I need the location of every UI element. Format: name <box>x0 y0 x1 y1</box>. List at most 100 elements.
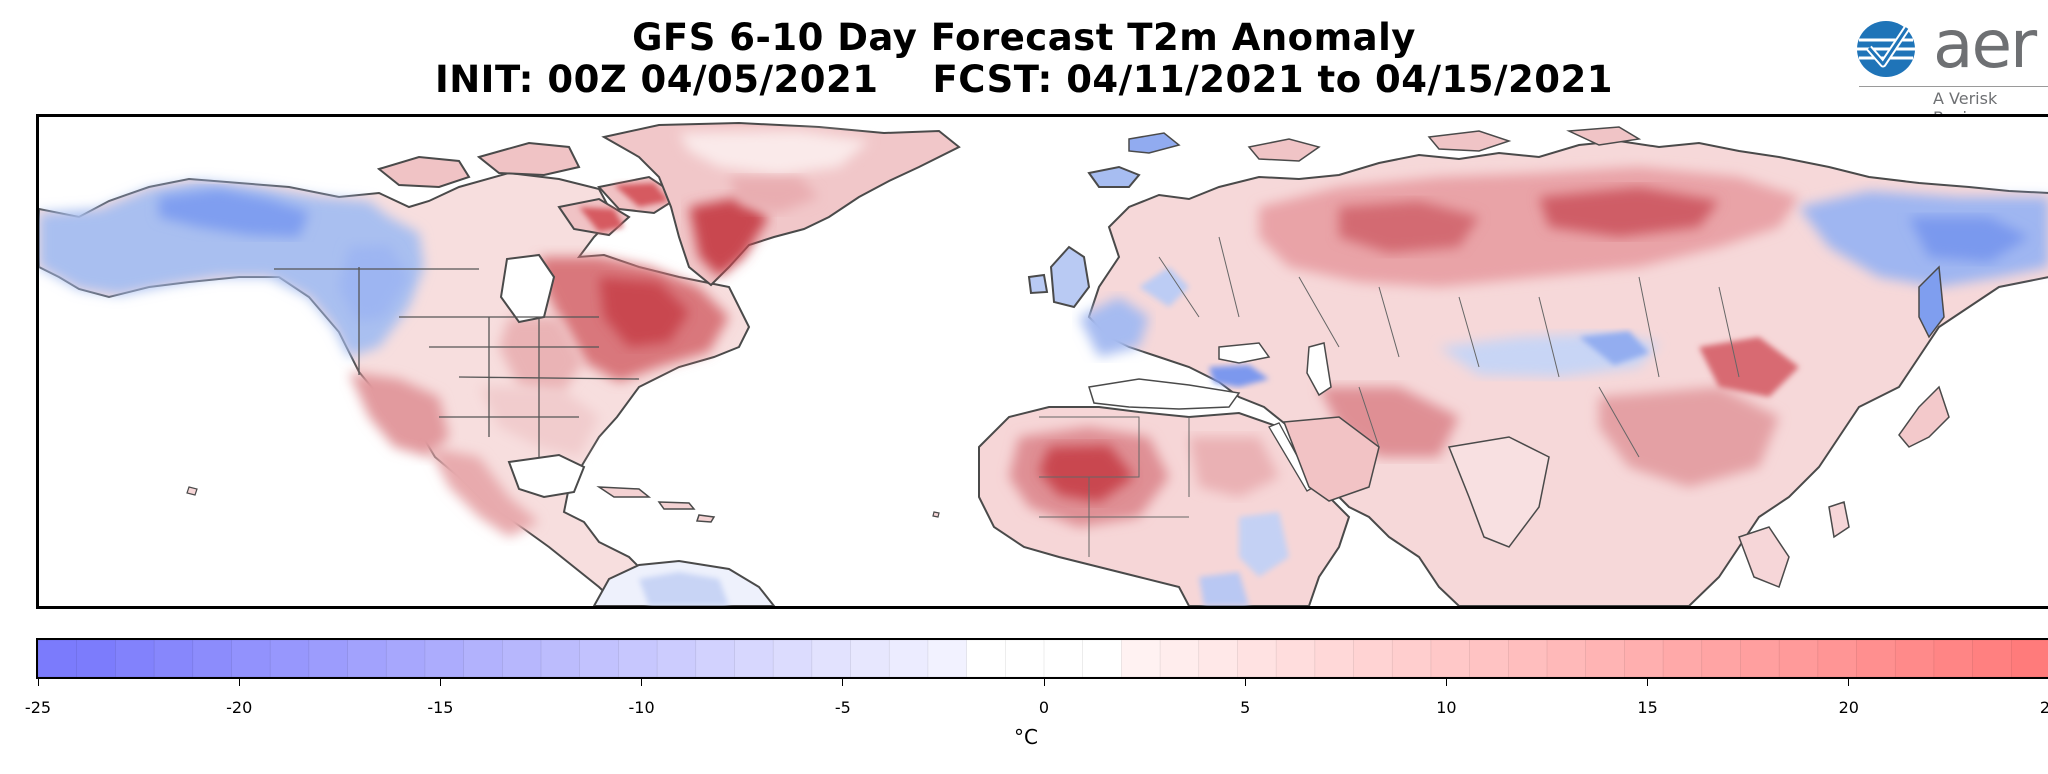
colorbar-bin <box>1817 640 1858 677</box>
arabian-peninsula <box>1282 416 1380 502</box>
colorbar-bin <box>76 640 117 677</box>
colorbar-tick-mark <box>1244 679 1246 686</box>
colorbar-tick-mark <box>37 679 39 686</box>
colorbar-bin <box>308 640 349 677</box>
forecast-window: FCST: 04/11/2021 to 04/15/2021 <box>932 58 1614 101</box>
colorbar-bin <box>734 640 775 677</box>
caspian-sea <box>1306 342 1332 397</box>
colorbar-bin <box>1778 640 1819 677</box>
north-america <box>39 141 751 606</box>
colorbar-bin <box>463 640 504 677</box>
colorbar-tick-mark <box>238 679 240 686</box>
colorbar-tick-label: 10 <box>1436 698 1457 717</box>
colorbar-tick-mark <box>842 679 844 686</box>
colorbar-bin <box>540 640 581 677</box>
colorbar-unit: °C <box>1014 725 1038 749</box>
eurasia <box>1079 126 2048 606</box>
colorbar-bin <box>424 640 465 677</box>
colorbar-bin <box>1275 640 1316 677</box>
colorbar-tick-label: 5 <box>1240 698 1251 717</box>
aer-globe-check-icon <box>1857 21 1915 77</box>
colorbar-bin <box>153 640 194 677</box>
colorbar-bin <box>1585 640 1626 677</box>
colorbar-bin <box>1353 640 1394 677</box>
colorbar-bin <box>1121 640 1161 677</box>
alaska-canada-cold-anomaly <box>39 181 424 357</box>
colorbar-bin <box>1314 640 1355 677</box>
colorbar-bin <box>1198 640 1239 677</box>
mediterranean-sea <box>1088 378 1241 410</box>
colorbar-bin <box>1005 640 1045 677</box>
colorbar-bin <box>1469 640 1510 677</box>
colorbar-bin <box>1508 640 1548 677</box>
colorbar-bin <box>1624 640 1664 677</box>
title-line-2: INIT: 00Z 04/05/2021 FCST: 04/11/2021 to … <box>0 58 2048 102</box>
colorbar-tick-label: -15 <box>427 698 454 717</box>
colorbar-bin <box>1082 640 1123 677</box>
colorbar-tick-label: -10 <box>628 698 655 717</box>
colorbar-bin <box>347 640 388 677</box>
title-line-1: GFS 6-10 Day Forecast T2m Anomaly <box>632 16 1416 59</box>
logo-wordmark: aer <box>1933 6 2037 83</box>
colorbar-bin <box>1159 640 1200 677</box>
colorbar-bin <box>888 640 929 677</box>
colorbar-tick-mark <box>1043 679 1045 686</box>
colorbar-bin <box>1933 640 1974 677</box>
map-canvas <box>39 121 2048 606</box>
aer-logo: aer A Verisk Business <box>1855 6 2048 127</box>
logo-divider <box>1859 86 2048 87</box>
colorbar-bin <box>115 640 155 677</box>
colorbar-bin <box>966 640 1007 677</box>
colorbar <box>36 638 2048 679</box>
colorbar-bin <box>38 640 78 677</box>
colorbar-tick-label: -25 <box>24 698 52 717</box>
gulf-of-mexico <box>507 453 586 499</box>
colorbar-tick-label: -5 <box>834 698 851 717</box>
colorbar-bin <box>579 640 620 677</box>
colorbar-bin <box>1546 640 1587 677</box>
colorbar-bin <box>1662 640 1703 677</box>
colorbar-bin <box>192 640 233 677</box>
colorbar-bin <box>269 640 310 677</box>
colorbar-bin <box>385 640 426 677</box>
colorbar-bin <box>1972 640 2013 677</box>
colorbar-bin <box>1701 640 1742 677</box>
colorbar-bin <box>1894 640 1935 677</box>
british-isles <box>1027 245 1091 309</box>
colorbar-tick-mark <box>1445 679 1447 686</box>
colorbar-tick-label: 20 <box>1838 698 1859 717</box>
colorbar-bin <box>502 640 542 677</box>
colorbar-tick-mark <box>439 679 441 686</box>
africa <box>978 406 1380 606</box>
anomaly-map <box>36 114 2048 609</box>
colorbar-bin <box>1043 640 1084 677</box>
colorbar-tick-mark <box>1848 679 1850 686</box>
colorbar-bin <box>656 640 697 677</box>
sakhalin-kamchatka <box>1918 265 1945 339</box>
colorbar-bin <box>2011 640 2048 677</box>
colorbar-bin <box>850 640 891 677</box>
colorbar-tick-label: 15 <box>1637 698 1658 717</box>
colorbar-bin <box>1856 640 1897 677</box>
colorbar-tick-label: 0 <box>1038 698 1050 717</box>
iceland <box>1087 165 1141 188</box>
colorbar-tick-label: 25 <box>2039 698 2048 717</box>
colorbar-gradient <box>38 640 2048 677</box>
colorbar-tick-label: -20 <box>226 698 253 717</box>
indian-subcontinent <box>1447 436 1550 548</box>
colorbar-tick-mark <box>641 679 643 686</box>
colorbar-bin <box>1740 640 1781 677</box>
japan <box>1898 385 1950 448</box>
colorbar-bin <box>772 640 813 677</box>
black-sea <box>1218 342 1271 364</box>
colorbar-bin <box>231 640 272 677</box>
south-america <box>592 559 776 606</box>
greenland <box>601 121 961 287</box>
colorbar-bin <box>1237 640 1278 677</box>
colorbar-bin <box>1391 640 1432 677</box>
init-time: INIT: 00Z 04/05/2021 <box>434 58 879 101</box>
colorbar-tick-mark <box>1647 679 1649 686</box>
colorbar-bin <box>811 640 852 677</box>
colorbar-bin <box>1430 640 1471 677</box>
colorbar-bin <box>695 640 736 677</box>
